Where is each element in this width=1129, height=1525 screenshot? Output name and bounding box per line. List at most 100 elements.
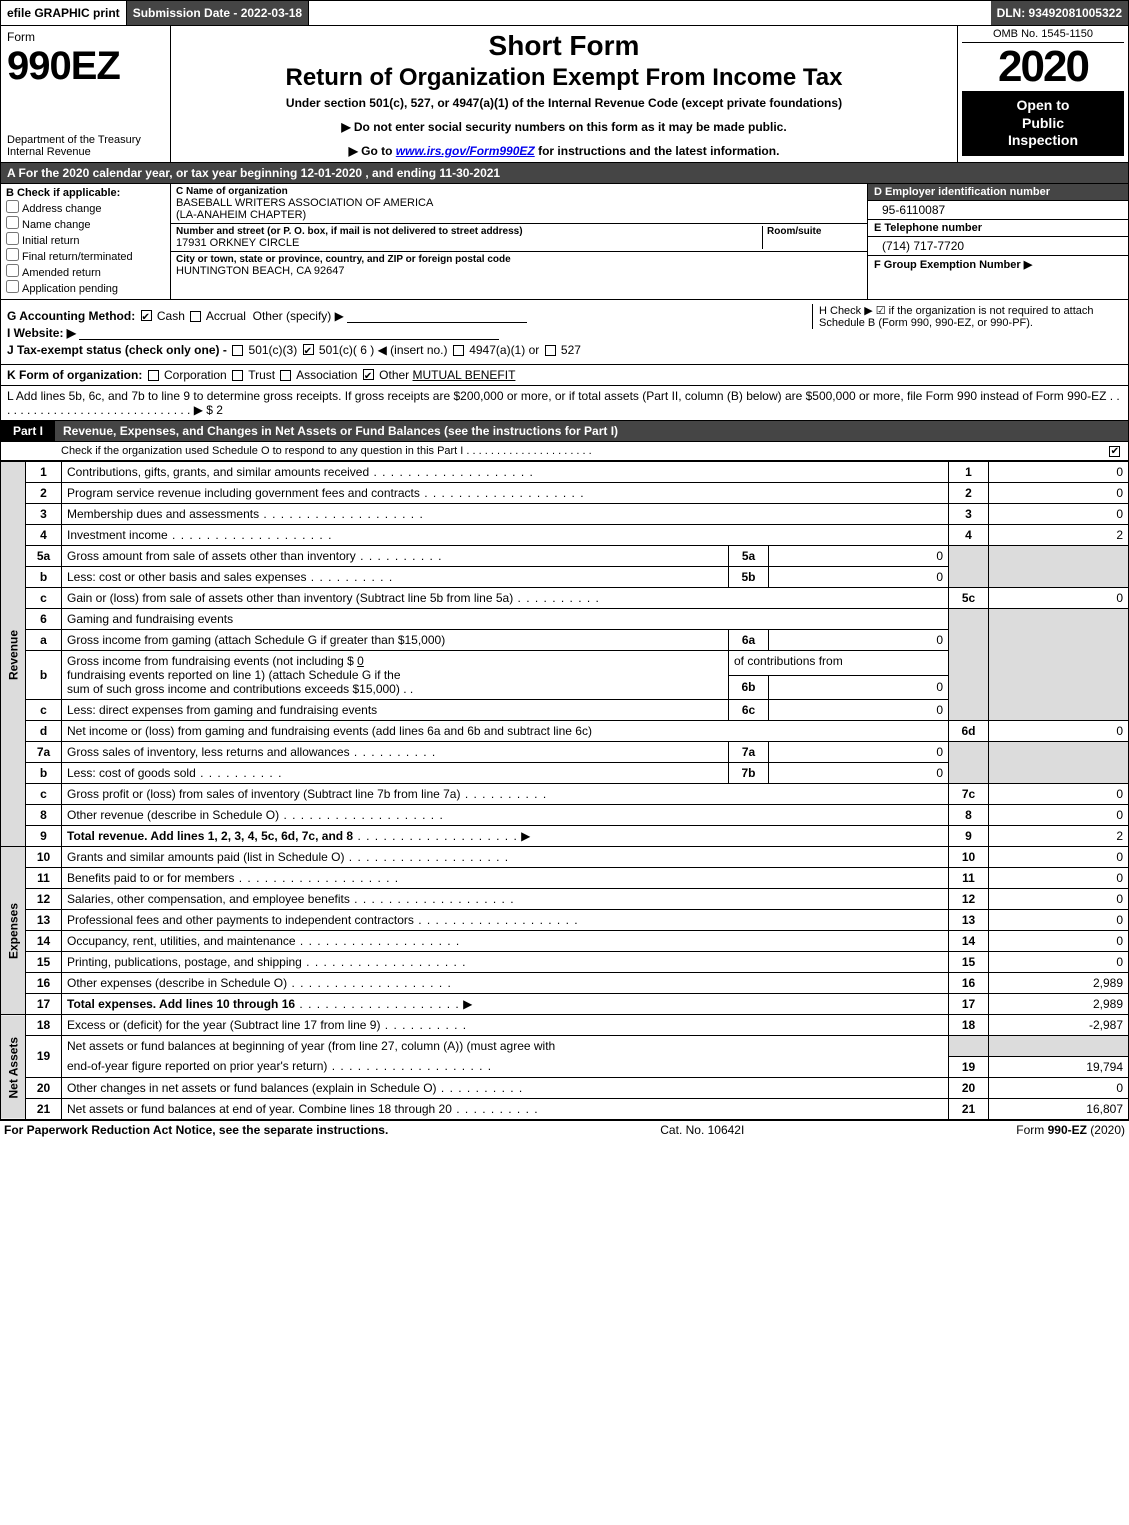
g-cash-label: Cash xyxy=(157,309,185,323)
org-name-l1: BASEBALL WRITERS ASSOCIATION OF AMERICA xyxy=(176,197,862,209)
l17-desc: Total expenses. Add lines 10 through 16 xyxy=(62,994,949,1015)
l5c-ref: 5c xyxy=(949,588,989,609)
l19-amt: 19,794 xyxy=(989,1056,1129,1077)
l6b-desc-l2: fundraising events reported on line 1) (… xyxy=(67,668,401,682)
chk-address-change-label: Address change xyxy=(22,203,102,215)
g-accrual-checkbox[interactable] xyxy=(190,311,201,322)
l7b-subamt: 0 xyxy=(769,763,949,784)
chk-address-change[interactable]: Address change xyxy=(6,200,165,215)
l18-desc: Excess or (deficit) for the year (Subtra… xyxy=(62,1015,949,1036)
l7a-desc: Gross sales of inventory, less returns a… xyxy=(62,742,729,763)
l18-ref: 18 xyxy=(949,1015,989,1036)
l5a-no: 5a xyxy=(26,546,62,567)
page-footer: For Paperwork Reduction Act Notice, see … xyxy=(0,1120,1129,1139)
efile-print-label[interactable]: efile GRAPHIC print xyxy=(1,1,127,25)
part1-note-check[interactable] xyxy=(1102,445,1122,457)
l17-amt: 2,989 xyxy=(989,994,1129,1015)
irs-link[interactable]: www.irs.gov/Form990EZ xyxy=(396,144,535,158)
g-cash-checkbox[interactable] xyxy=(141,310,152,321)
k-trust-checkbox[interactable] xyxy=(232,370,243,381)
org-address-row: Number and street (or P. O. box, if mail… xyxy=(171,224,867,252)
j-4947-checkbox[interactable] xyxy=(453,345,464,356)
j-501c-checkbox[interactable] xyxy=(303,344,314,355)
l6b-no: b xyxy=(26,651,62,700)
l15-amt: 0 xyxy=(989,952,1129,973)
chk-final-return-label: Final return/terminated xyxy=(22,251,133,263)
k-other-checkbox[interactable] xyxy=(363,369,374,380)
l6a-desc: Gross income from gaming (attach Schedul… xyxy=(62,630,729,651)
l8-amt: 0 xyxy=(989,805,1129,826)
j-501c3-checkbox[interactable] xyxy=(232,345,243,356)
section-k: K Form of organization: Corporation Trus… xyxy=(0,365,1129,386)
l19-ref: 19 xyxy=(949,1056,989,1077)
section-h: H Check ▶ ☑ if the organization is not r… xyxy=(812,304,1122,329)
website-blank[interactable] xyxy=(79,328,499,340)
l7c-no: c xyxy=(26,784,62,805)
l21-desc: Net assets or fund balances at end of ye… xyxy=(62,1098,949,1119)
open-l1: Open to xyxy=(966,97,1120,115)
l9-desc-text: Total revenue. Add lines 1, 2, 3, 4, 5c,… xyxy=(67,829,353,843)
chk-final-return[interactable]: Final return/terminated xyxy=(6,248,165,263)
l6-no: 6 xyxy=(26,609,62,630)
k-corp-checkbox[interactable] xyxy=(148,370,159,381)
ein-label: D Employer identification number xyxy=(868,184,1128,201)
k-corp-label: Corporation xyxy=(164,368,227,382)
l5b-desc: Less: cost or other basis and sales expe… xyxy=(62,567,729,588)
l6a-subamt: 0 xyxy=(769,630,949,651)
chk-amended-return-label: Amended return xyxy=(22,267,101,279)
l5ab-grey-ref xyxy=(949,546,989,588)
part1-tab: Part I xyxy=(1,421,55,441)
submission-date-label: Submission Date - 2022-03-18 xyxy=(127,1,309,25)
ghij-block: G Accounting Method: Cash Accrual Other … xyxy=(0,300,1129,365)
l15-desc: Printing, publications, postage, and shi… xyxy=(62,952,949,973)
l6b-desc-l3: sum of such gross income and contributio… xyxy=(67,682,413,696)
l4-no: 4 xyxy=(26,525,62,546)
l20-amt: 0 xyxy=(989,1077,1129,1098)
ein-value: 95-6110087 xyxy=(868,201,1128,220)
section-b: B Check if applicable: Address change Na… xyxy=(1,184,171,299)
city-value: HUNTINGTON BEACH, CA 92647 xyxy=(176,265,862,277)
chk-initial-return-label: Initial return xyxy=(22,235,79,247)
footer-left: For Paperwork Reduction Act Notice, see … xyxy=(4,1123,388,1137)
chk-application-pending-label: Application pending xyxy=(22,283,118,295)
l5b-subref: 5b xyxy=(729,567,769,588)
return-title: Return of Organization Exempt From Incom… xyxy=(179,64,949,92)
l14-desc: Occupancy, rent, utilities, and maintena… xyxy=(62,931,949,952)
l12-ref: 12 xyxy=(949,889,989,910)
l4-desc: Investment income xyxy=(62,525,949,546)
chk-application-pending[interactable]: Application pending xyxy=(6,280,165,295)
l11-ref: 11 xyxy=(949,868,989,889)
l7a-subamt: 0 xyxy=(769,742,949,763)
l5c-amt: 0 xyxy=(989,588,1129,609)
chk-amended-return[interactable]: Amended return xyxy=(6,264,165,279)
l6c-subamt: 0 xyxy=(769,700,949,721)
l8-no: 8 xyxy=(26,805,62,826)
l16-amt: 2,989 xyxy=(989,973,1129,994)
k-assoc-checkbox[interactable] xyxy=(280,370,291,381)
j-527-checkbox[interactable] xyxy=(545,345,556,356)
l4-ref: 4 xyxy=(949,525,989,546)
l15-no: 15 xyxy=(26,952,62,973)
form-word: Form xyxy=(7,30,164,44)
l5b-subamt: 0 xyxy=(769,567,949,588)
top-bar: efile GRAPHIC print Submission Date - 20… xyxy=(0,0,1129,26)
l10-ref: 10 xyxy=(949,847,989,868)
l7ab-grey-ref xyxy=(949,742,989,784)
chk-name-change[interactable]: Name change xyxy=(6,216,165,231)
chk-initial-return[interactable]: Initial return xyxy=(6,232,165,247)
section-c: C Name of organization BASEBALL WRITERS … xyxy=(171,184,868,299)
k-other-label: Other xyxy=(379,368,409,382)
l6a-subref: 6a xyxy=(729,630,769,651)
org-name-label: C Name of organization xyxy=(176,186,862,197)
l14-no: 14 xyxy=(26,931,62,952)
group-exemption-row: F Group Exemption Number ▶ xyxy=(868,256,1128,273)
j-527-label: 527 xyxy=(561,343,581,357)
l7a-no: 7a xyxy=(26,742,62,763)
phone-value: (714) 717-7720 xyxy=(868,237,1128,256)
g-accrual-label: Accrual xyxy=(206,309,246,323)
footer-mid: Cat. No. 10642I xyxy=(660,1123,744,1137)
l5a-subamt: 0 xyxy=(769,546,949,567)
topbar-spacer xyxy=(309,1,990,25)
l7c-amt: 0 xyxy=(989,784,1129,805)
l11-no: 11 xyxy=(26,868,62,889)
